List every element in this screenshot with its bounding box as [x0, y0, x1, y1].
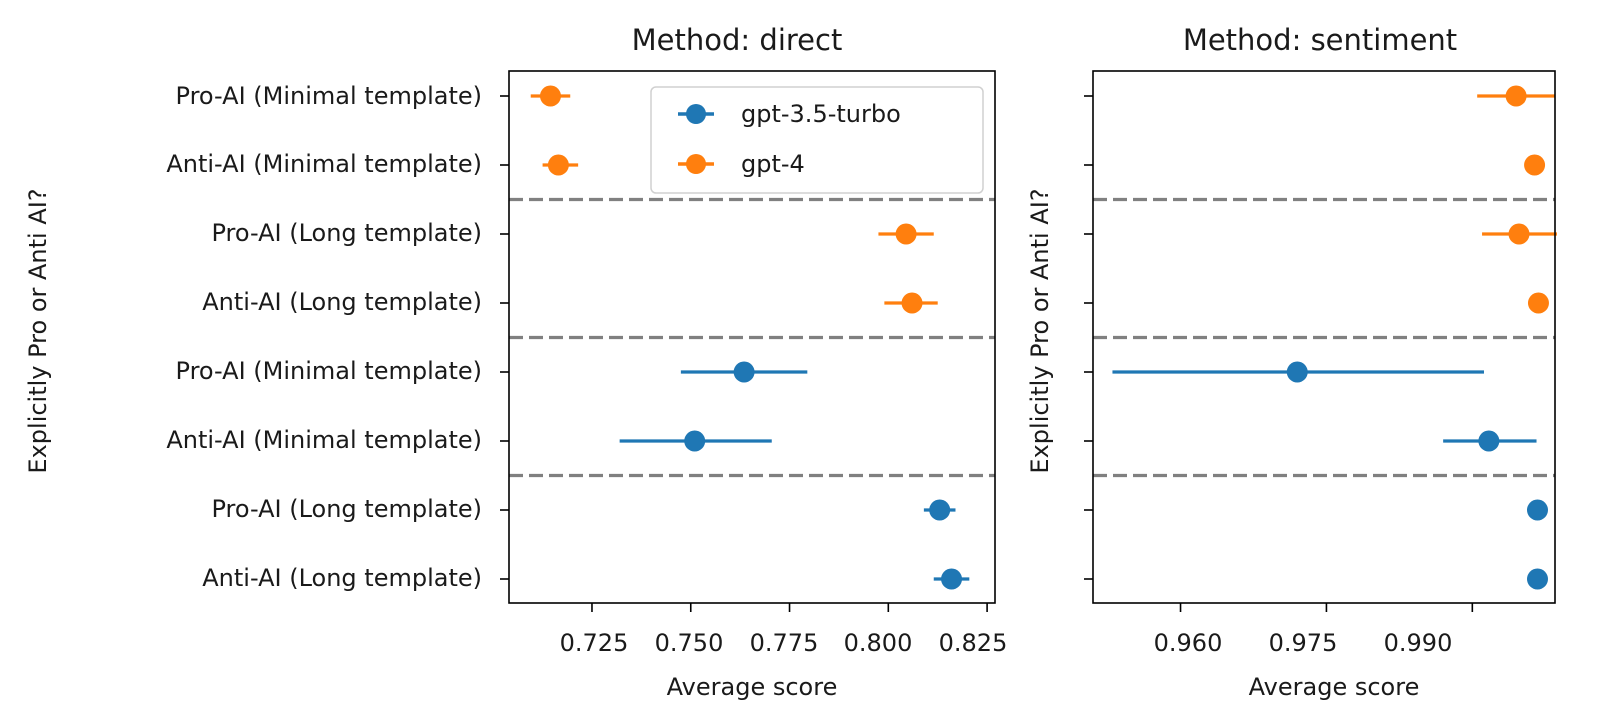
panel-direct: Method: direct Explicitly Pro or Anti AI…	[24, 23, 1007, 701]
panel-sentiment-title: Method: sentiment	[1183, 23, 1457, 57]
legend-box	[650, 86, 984, 194]
legend-gpt35-marker	[686, 104, 706, 124]
xtick-label-0825: 0.825	[939, 629, 1008, 657]
xtick-label-0775: 0.775	[750, 629, 819, 657]
point-gpt-3-5-turbo-row-5	[1286, 361, 1308, 383]
panel-direct-marks	[500, 85, 995, 612]
point-gpt-3-5-turbo-row-7	[1526, 499, 1548, 521]
ytick-label-row-2: Anti-AI (Minimal template)	[166, 150, 482, 178]
point-gpt-4-row-1	[539, 85, 561, 107]
panel-direct-ytick-labels: Pro-AI (Minimal template) Anti-AI (Minim…	[166, 82, 482, 592]
point-gpt-4-row-3	[1508, 223, 1530, 245]
ytick-label-row-7: Pro-AI (Long template)	[211, 495, 482, 523]
panel-sentiment-marks	[1084, 85, 1557, 612]
ytick-label-row-8: Anti-AI (Long template)	[202, 564, 482, 592]
ytick-label-row-3: Pro-AI (Long template)	[211, 219, 482, 247]
xtick-label-0725: 0.725	[560, 629, 629, 657]
legend-gpt35-label: gpt-3.5-turbo	[741, 100, 901, 128]
point-gpt-4-row-4	[901, 292, 923, 314]
ytick-label-row-5: Pro-AI (Minimal template)	[176, 357, 482, 385]
panel-direct-ylabel: Explicitly Pro or Anti AI?	[24, 188, 52, 473]
point-gpt-4-row-1	[1505, 85, 1527, 107]
legend: gpt-3.5-turbo gpt-4	[650, 86, 984, 194]
point-gpt-3-5-turbo-row-8	[1526, 568, 1548, 590]
xtick-label-0990: 0.990	[1384, 629, 1453, 657]
panel-direct-xlabel: Average score	[667, 673, 838, 701]
panel-direct-title: Method: direct	[632, 23, 843, 57]
legend-gpt4-marker	[686, 154, 706, 174]
panel-direct-frame	[508, 70, 996, 604]
panel-direct-xtick-labels: 0.725 0.750 0.775 0.800 0.825	[560, 629, 1008, 657]
panel-sentiment-ylabel: Explicitly Pro or Anti AI?	[1026, 188, 1054, 473]
legend-gpt4-label: gpt-4	[741, 150, 805, 178]
xtick-label-0960: 0.960	[1154, 629, 1223, 657]
panel-sentiment: Method: sentiment Explicitly Pro or Anti…	[1026, 23, 1557, 701]
panel-sentiment-xlabel: Average score	[1249, 673, 1420, 701]
xtick-label-0975: 0.975	[1269, 629, 1338, 657]
point-gpt-4-row-2	[547, 154, 569, 176]
ytick-label-row-6: Anti-AI (Minimal template)	[166, 426, 482, 454]
panel-sentiment-frame	[1092, 70, 1556, 604]
ytick-label-row-4: Anti-AI (Long template)	[202, 288, 482, 316]
ytick-label-row-1: Pro-AI (Minimal template)	[176, 82, 482, 110]
point-gpt-3-5-turbo-row-5	[733, 361, 755, 383]
point-gpt-4-row-2	[1524, 154, 1546, 176]
xtick-label-0800: 0.800	[844, 629, 913, 657]
xtick-label-0750: 0.750	[655, 629, 724, 657]
point-gpt-4-row-3	[895, 223, 917, 245]
point-gpt-3-5-turbo-row-6	[1478, 430, 1500, 452]
point-gpt-4-row-4	[1527, 292, 1549, 314]
point-gpt-3-5-turbo-row-8	[941, 568, 963, 590]
panel-sentiment-xtick-labels: 0.960 0.975 0.990	[1154, 629, 1453, 657]
point-gpt-3-5-turbo-row-6	[684, 430, 706, 452]
point-gpt-3-5-turbo-row-7	[929, 499, 951, 521]
